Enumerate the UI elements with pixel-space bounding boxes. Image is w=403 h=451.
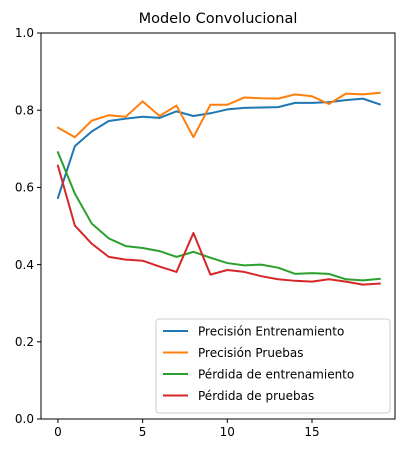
x-tick-label: 10 [220, 425, 235, 439]
y-tick-label: 0.0 [15, 412, 34, 426]
legend-label-2: Pérdida de entrenamiento [198, 367, 354, 381]
legend-label-3: Pérdida de pruebas [198, 389, 314, 403]
series-line-3 [56, 164, 381, 286]
legend-label-1: Precisión Pruebas [198, 346, 304, 360]
legend-label-0: Precisión Entrenamiento [198, 324, 344, 338]
plot-frame [40, 32, 396, 420]
x-tick-label: 5 [139, 425, 147, 439]
series-lines [56, 91, 382, 286]
y-tick-label: 0.4 [15, 258, 34, 272]
y-tick-label: 0.6 [15, 181, 34, 195]
series-line-1 [56, 91, 381, 139]
x-tick-label: 15 [304, 425, 319, 439]
axis-ticks: 0 5 10 15 0.0 0.2 0.4 0.6 0.8 1.0 [15, 26, 320, 439]
chart-title: Modelo Convolucional [139, 11, 298, 27]
series-line-0 [56, 97, 382, 200]
legend-box [155, 318, 391, 414]
x-tick-label: 0 [54, 425, 62, 439]
series-line-2 [56, 150, 381, 282]
y-tick-label: 1.0 [15, 26, 34, 40]
y-tick-label: 0.8 [15, 103, 34, 117]
legend: Precisión Entrenamiento Precisión Pruebas… [155, 318, 391, 414]
y-tick-label: 0.2 [15, 335, 34, 349]
